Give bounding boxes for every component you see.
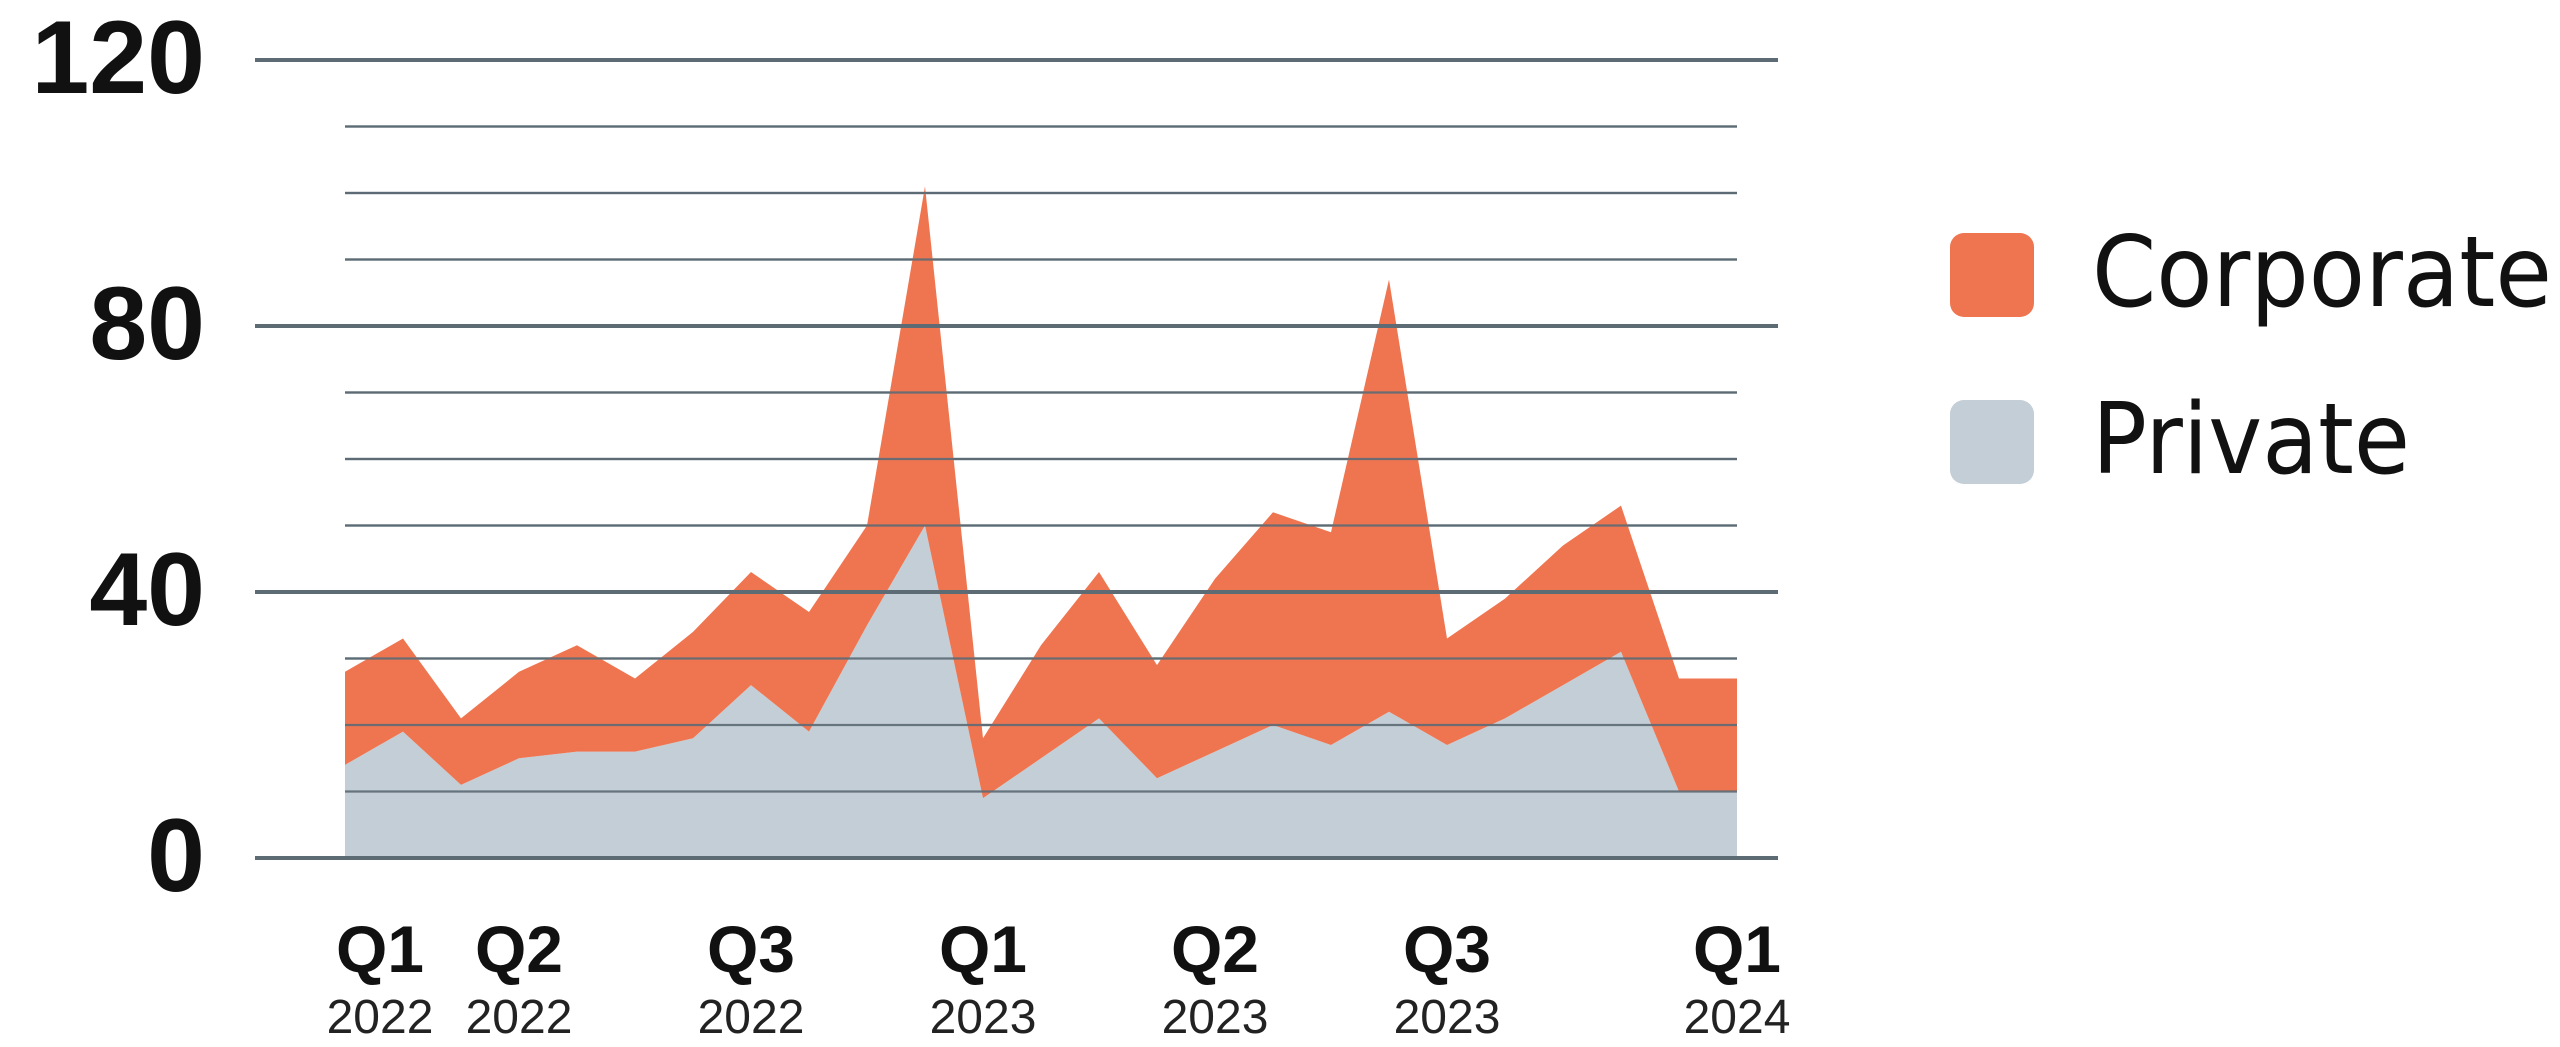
y-axis: 0 40 80 120 (31, 0, 205, 914)
x-tick-year-label: 2022 (327, 991, 434, 1044)
x-tick-year-label: 2023 (1394, 991, 1501, 1044)
x-tick-quarter-label: Q2 (1171, 912, 1259, 986)
x-tick-quarter-label: Q1 (1693, 912, 1781, 986)
x-tick-year-label: 2023 (1162, 991, 1269, 1044)
x-tick-quarter-label: Q1 (939, 912, 1027, 986)
legend-label-private: Private (2092, 383, 2410, 497)
x-tick-quarter-label: Q3 (1403, 912, 1491, 986)
legend: Corporate Private (1950, 216, 2552, 497)
y-tick-label: 0 (147, 798, 205, 914)
x-tick-quarter-label: Q2 (475, 912, 563, 986)
y-tick-label: 80 (89, 266, 205, 382)
y-tick-label: 120 (31, 0, 205, 116)
x-tick-year-label: 2022 (466, 991, 573, 1044)
x-tick-year-label: 2024 (1684, 991, 1791, 1044)
area-private (345, 525, 1737, 858)
legend-swatch-corporate (1950, 233, 2034, 317)
x-tick-quarter-label: Q3 (707, 912, 795, 986)
x-tick-year-label: 2022 (698, 991, 805, 1044)
x-tick-quarter-label: Q1 (336, 912, 424, 986)
legend-swatch-private (1950, 400, 2034, 484)
y-tick-label: 40 (89, 532, 205, 648)
area-corporate (345, 186, 1737, 799)
legend-label-corporate: Corporate (2092, 216, 2552, 330)
major-gridlines (255, 58, 1778, 860)
x-axis: Q12022Q22022Q32022Q12023Q22023Q32023Q120… (327, 912, 1791, 1044)
x-tick-year-label: 2023 (930, 991, 1037, 1044)
area-series (345, 186, 1737, 858)
